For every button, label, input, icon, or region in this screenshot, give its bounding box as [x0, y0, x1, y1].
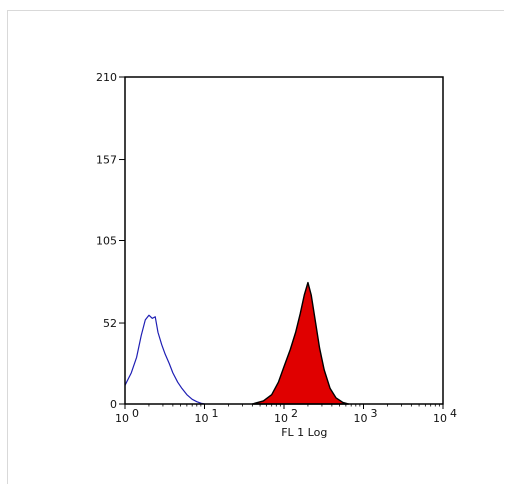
x-tick-label: 10: [195, 412, 209, 425]
y-tick-label: 105: [96, 235, 117, 248]
x-tick-label: 10: [274, 412, 288, 425]
y-tick-label: 0: [110, 398, 117, 411]
x-tick-label: 10: [354, 412, 368, 425]
x-tick-label: 10: [433, 412, 447, 425]
plot-area-border: [124, 76, 444, 405]
y-tick-label: 52: [103, 317, 117, 330]
x-tick-exponent: 4: [450, 407, 457, 420]
x-axis-label: FL 1 Log: [281, 426, 327, 439]
y-tick-label: 157: [96, 154, 117, 167]
series-filled-histogram: [251, 281, 350, 405]
series-outline-histogram: [124, 314, 205, 405]
y-tick-label: 210: [96, 71, 117, 84]
x-tick-exponent: 2: [291, 407, 298, 420]
x-axis: 10 0 10 1 10 2 10 3 10 4: [115, 404, 457, 425]
x-tick-exponent: 0: [132, 407, 139, 420]
x-tick-exponent: 1: [212, 407, 219, 420]
x-tick-label: 10: [115, 412, 129, 425]
y-axis: 0 52 105 157 210: [96, 71, 125, 411]
x-tick-exponent: 3: [371, 407, 378, 420]
figure-frame: [7, 10, 504, 484]
series-layer: [124, 281, 350, 405]
